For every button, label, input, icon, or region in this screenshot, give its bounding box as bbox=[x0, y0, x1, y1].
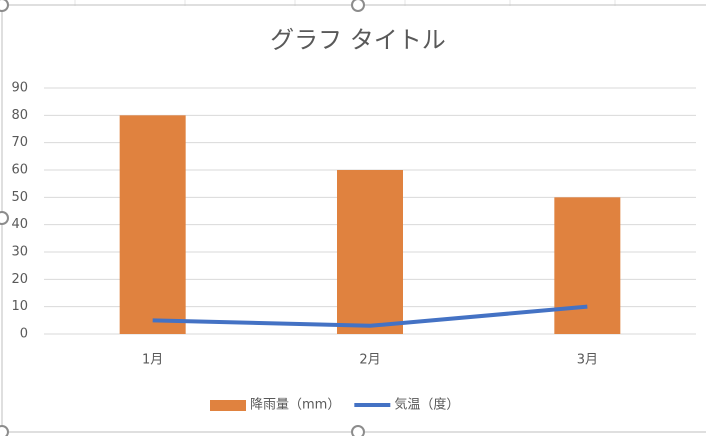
bar bbox=[337, 170, 403, 334]
y-tick-label: 80 bbox=[11, 108, 28, 123]
y-tick-label: 20 bbox=[11, 272, 28, 287]
y-tick-label: 50 bbox=[11, 190, 28, 205]
bar bbox=[119, 115, 186, 334]
chart-title: グラフ タイトル bbox=[270, 26, 446, 54]
bar bbox=[554, 197, 621, 334]
x-tick-label: 3月 bbox=[577, 353, 598, 368]
y-tick-label: 30 bbox=[11, 245, 28, 260]
legend-label: 降雨量（mm） bbox=[250, 398, 340, 413]
y-tick-label: 0 bbox=[20, 327, 28, 342]
x-tick-label: 1月 bbox=[142, 353, 163, 368]
y-tick-label: 70 bbox=[11, 135, 28, 150]
legend-label: 気温（度） bbox=[394, 397, 459, 413]
legend-swatch bbox=[210, 400, 246, 411]
x-tick-label: 2月 bbox=[359, 353, 380, 368]
y-tick-label: 60 bbox=[11, 163, 28, 178]
y-tick-label: 40 bbox=[11, 217, 28, 232]
line bbox=[152, 304, 588, 328]
y-tick-label: 10 bbox=[11, 299, 28, 314]
y-tick-label: 90 bbox=[11, 81, 28, 96]
selection-handles[interactable] bbox=[0, 0, 365, 436]
